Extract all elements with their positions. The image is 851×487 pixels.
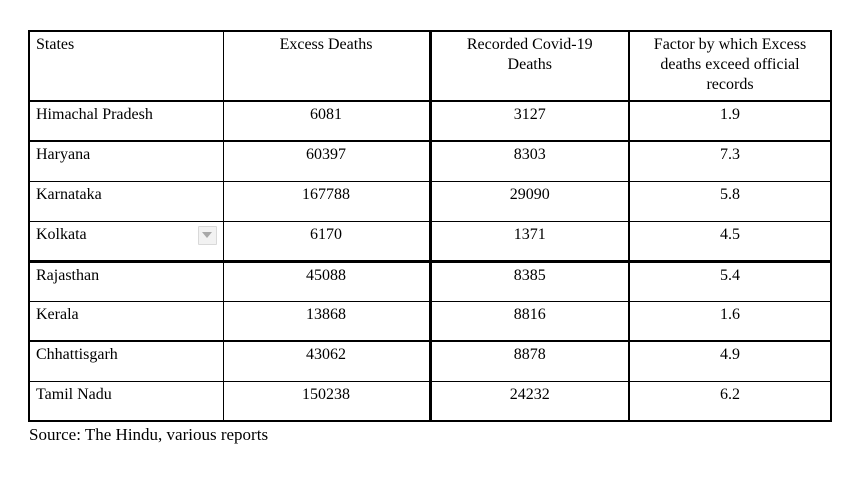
table-row: Kolkata 6170 1371 4.5 bbox=[28, 220, 832, 263]
excess-deaths-cell: 167788 bbox=[222, 180, 432, 222]
excess-deaths-table: States Excess Deaths Recorded Covid-19 D… bbox=[28, 30, 832, 422]
state-name: Karnataka bbox=[36, 185, 102, 203]
excess-deaths-cell: 150238 bbox=[222, 380, 432, 422]
excess-deaths-cell: 13868 bbox=[222, 300, 432, 342]
excess-deaths-cell: 6081 bbox=[222, 100, 432, 142]
factor-cell: 4.5 bbox=[628, 220, 832, 263]
table-row: Kerala 13868 8816 1.6 bbox=[28, 300, 832, 342]
table-row: Karnataka 167788 29090 5.8 bbox=[28, 180, 832, 222]
column-header-states-label: States bbox=[36, 36, 75, 53]
recorded-deaths-cell: 8303 bbox=[429, 140, 630, 182]
excess-deaths-cell: 6170 bbox=[222, 220, 432, 263]
recorded-deaths-cell: 8816 bbox=[429, 300, 630, 342]
table-row: Himachal Pradesh 6081 3127 1.9 bbox=[28, 100, 832, 142]
state-cell: Tamil Nadu bbox=[28, 380, 224, 422]
factor-cell: 5.8 bbox=[628, 180, 832, 222]
recorded-deaths-cell: 24232 bbox=[429, 380, 630, 422]
excess-deaths-cell: 43062 bbox=[222, 340, 432, 382]
column-header-states: States bbox=[28, 30, 224, 102]
source-note: Source: The Hindu, various reports bbox=[29, 425, 269, 444]
excess-deaths-cell: 45088 bbox=[222, 260, 432, 302]
state-name: Haryana bbox=[36, 146, 91, 163]
state-name: Kerala bbox=[36, 305, 79, 323]
factor-cell: 1.9 bbox=[628, 100, 832, 142]
header-row: States Excess Deaths Recorded Covid-19 D… bbox=[28, 30, 832, 102]
excess-deaths-cell: 60397 bbox=[222, 140, 432, 182]
table-row: Tamil Nadu 150238 24232 6.2 bbox=[28, 380, 832, 422]
state-name: Himachal Pradesh bbox=[36, 106, 153, 123]
column-header-recorded-deaths-label: Recorded Covid-19 Deaths bbox=[466, 36, 593, 73]
state-cell: Himachal Pradesh bbox=[28, 100, 224, 142]
factor-cell: 5.4 bbox=[628, 260, 832, 302]
column-header-factor-label: Factor by which Excess deaths exceed off… bbox=[653, 36, 807, 93]
state-name: Chhattisgarh bbox=[36, 346, 118, 363]
state-name: Kolkata bbox=[36, 225, 87, 243]
state-name: Rajasthan bbox=[36, 266, 100, 284]
recorded-deaths-cell: 8385 bbox=[429, 260, 630, 302]
factor-cell: 6.2 bbox=[628, 380, 832, 422]
recorded-deaths-cell: 3127 bbox=[429, 100, 630, 142]
state-cell: Haryana bbox=[28, 140, 224, 182]
table-row: Rajasthan 45088 8385 5.4 bbox=[28, 260, 832, 302]
state-cell: Karnataka bbox=[28, 180, 224, 222]
state-cell: Kerala bbox=[28, 300, 224, 342]
chevron-down-icon bbox=[202, 232, 212, 238]
state-cell: Rajasthan bbox=[28, 260, 224, 302]
column-header-factor: Factor by which Excess deaths exceed off… bbox=[628, 30, 832, 102]
table-row: Chhattisgarh 43062 8878 4.9 bbox=[28, 340, 832, 382]
column-header-recorded-deaths: Recorded Covid-19 Deaths bbox=[429, 30, 630, 102]
factor-cell: 7.3 bbox=[628, 140, 832, 182]
kolkata-dropdown-button[interactable] bbox=[197, 225, 217, 245]
state-cell: Kolkata bbox=[28, 220, 224, 263]
recorded-deaths-cell: 8878 bbox=[429, 340, 630, 382]
column-header-excess-deaths: Excess Deaths bbox=[222, 30, 432, 102]
column-header-excess-deaths-label: Excess Deaths bbox=[279, 36, 373, 53]
state-cell: Chhattisgarh bbox=[28, 340, 224, 382]
factor-cell: 1.6 bbox=[628, 300, 832, 342]
recorded-deaths-cell: 1371 bbox=[429, 220, 630, 263]
recorded-deaths-cell: 29090 bbox=[429, 180, 630, 222]
table-row: Haryana 60397 8303 7.3 bbox=[28, 140, 832, 182]
factor-cell: 4.9 bbox=[628, 340, 832, 382]
state-name: Tamil Nadu bbox=[36, 385, 112, 403]
